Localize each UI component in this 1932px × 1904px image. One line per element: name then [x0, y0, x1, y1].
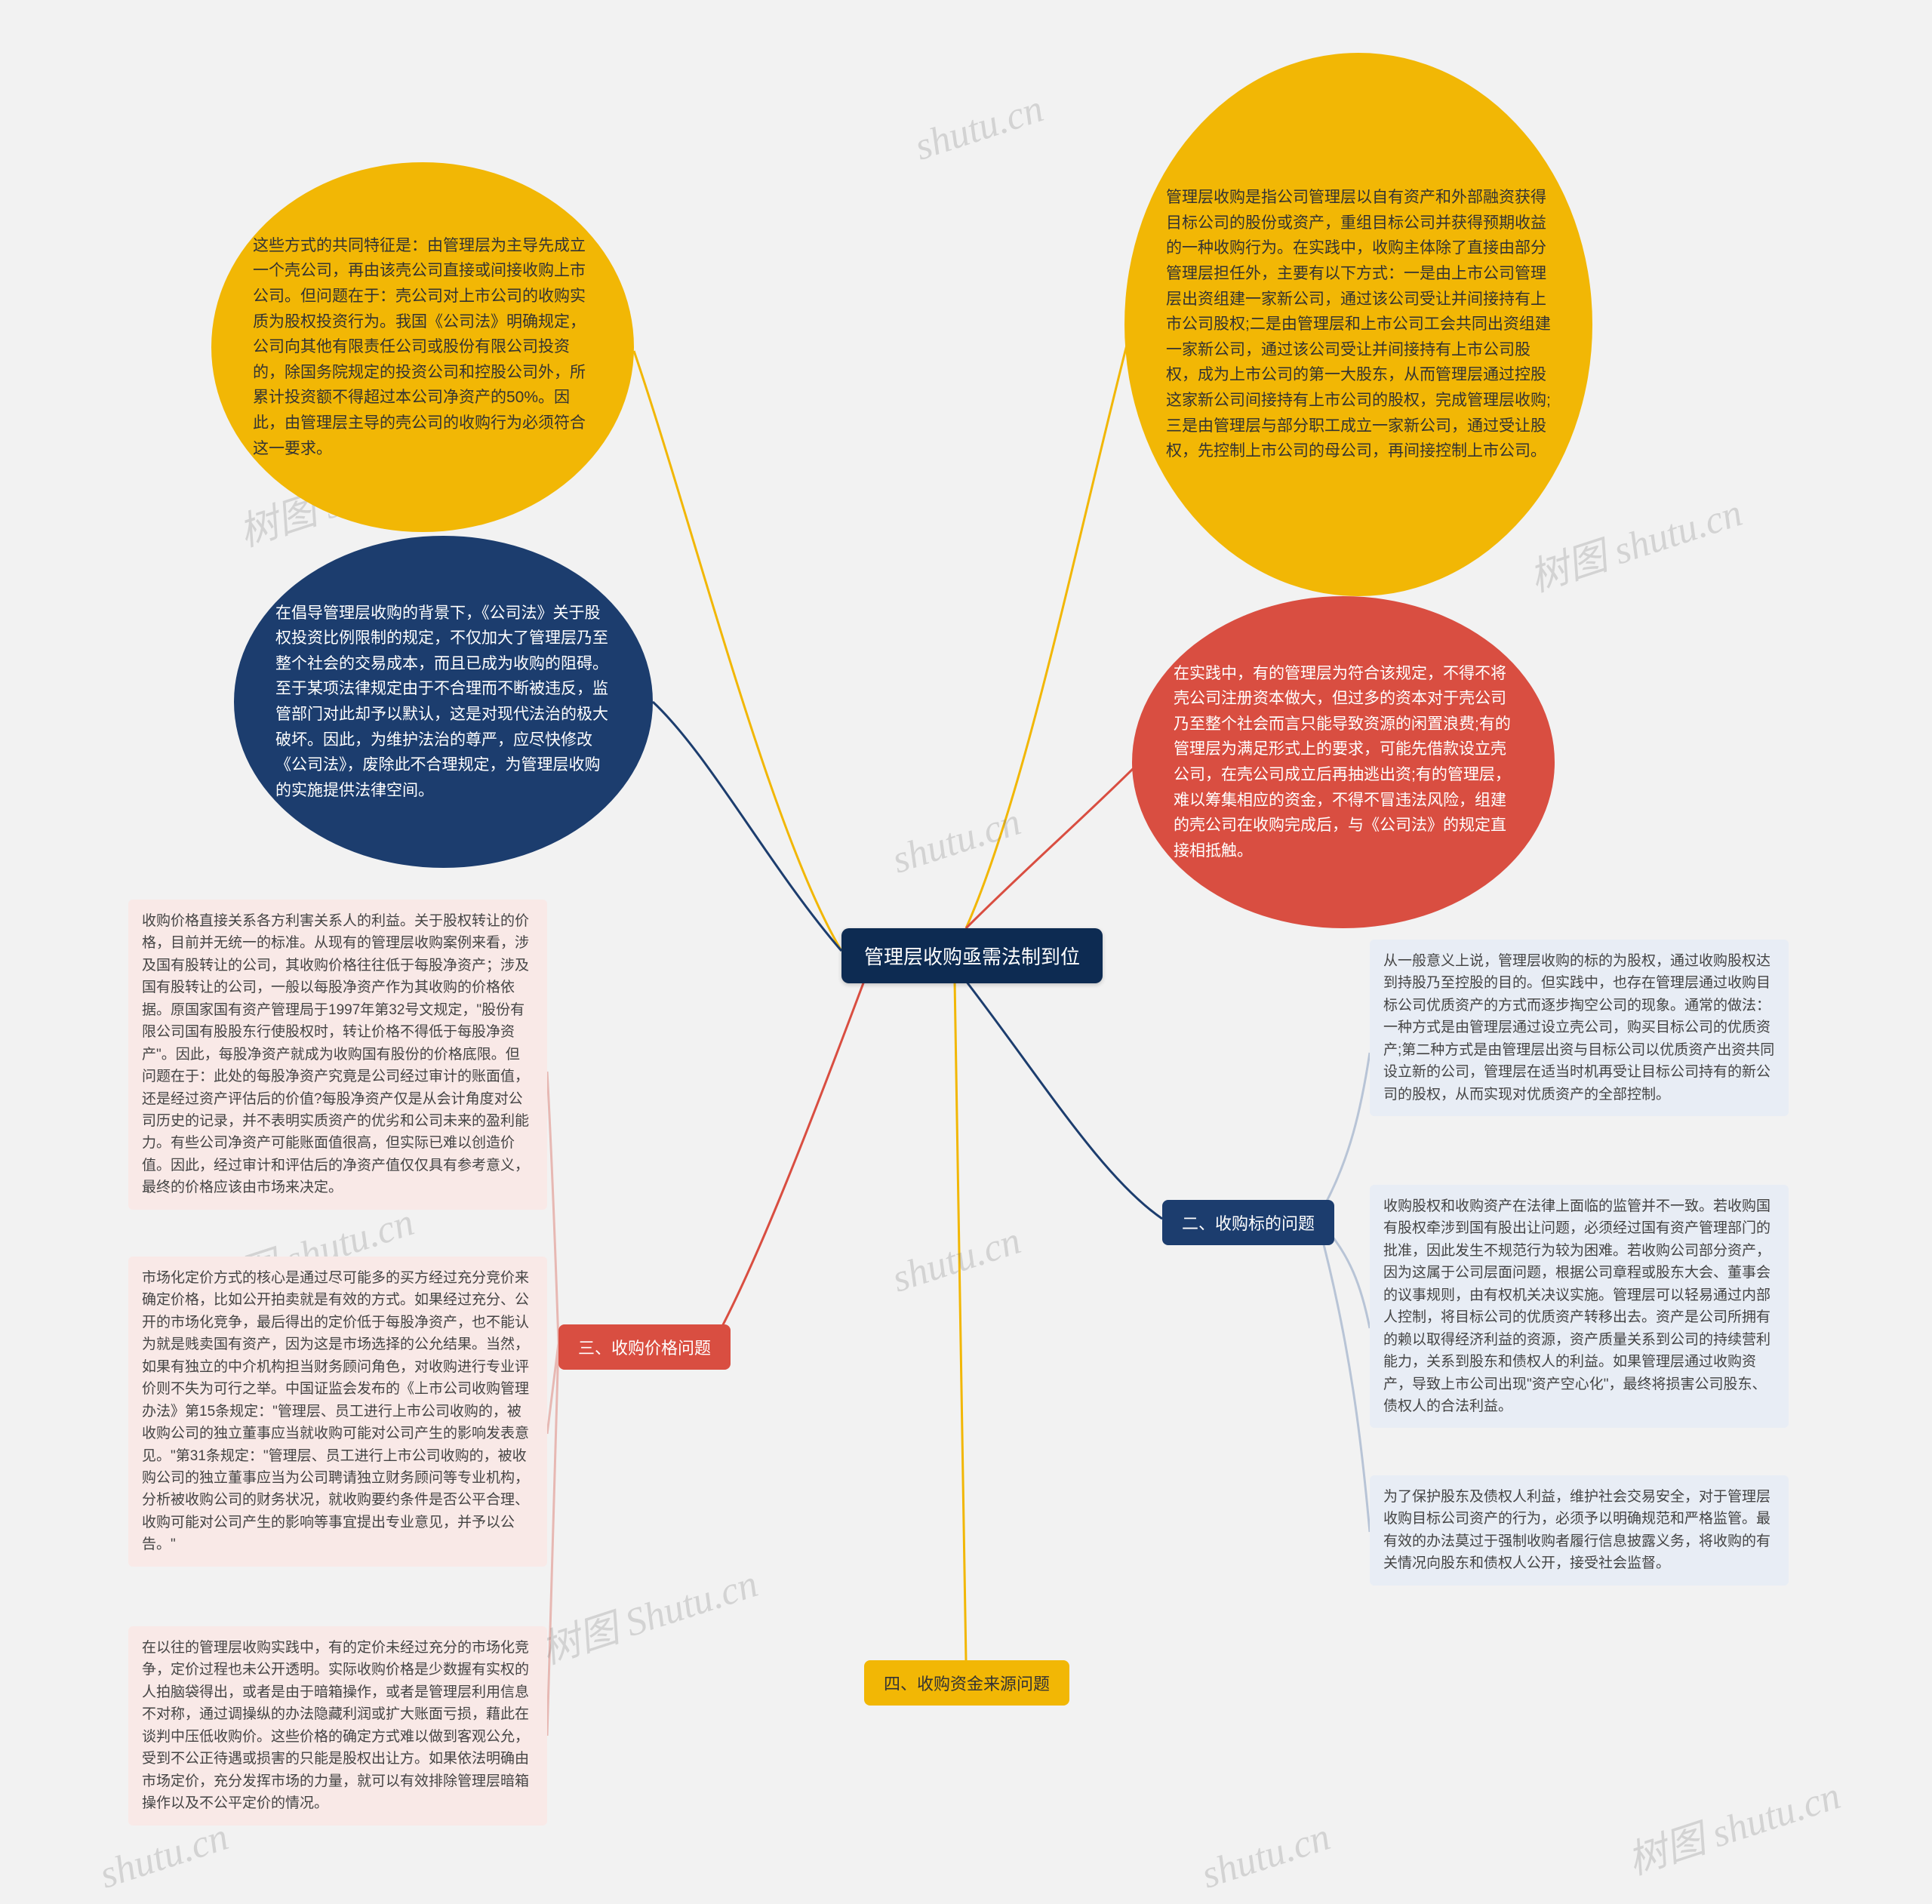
watermark: shutu.cn [909, 86, 1048, 169]
blob-right-red-text: 在实践中，有的管理层为符合该规定，不得不将壳公司注册资本做大，但过多的资本对于壳… [1174, 661, 1513, 864]
branch-2-label: 二、收购标的问题 [1162, 1200, 1334, 1245]
center-node: 管理层收购亟需法制到位 [841, 928, 1103, 983]
blob-top-left-yellow: 这些方式的共同特征是：由管理层为主导先成立一个壳公司，再由该壳公司直接或间接收购… [211, 162, 634, 532]
watermark: shutu.cn [887, 1218, 1026, 1301]
leaf-3-3: 在以往的管理层收购实践中，有的定价未经过充分的市场化竞争，定价过程也未公开透明。… [128, 1626, 547, 1826]
leaf-2-1: 从一般意义上说，管理层收购的标的为股权，通过收购股权达到持股乃至控股的目的。但实… [1370, 940, 1789, 1116]
leaf-2-3: 为了保护股东及债权人利益，维护社会交易安全，对于管理层收购目标公司资产的行为，必… [1370, 1475, 1789, 1586]
blob-top-left-blue: 在倡导管理层收购的背景下，《公司法》关于股权投资比例限制的规定，不仅加大了管理层… [234, 536, 653, 868]
watermark: 树图 shutu.cn [1620, 1764, 1847, 1885]
blob-top-right-yellow-text: 管理层收购是指公司管理层以自有资产和外部融资获得目标公司的股份或资产，重组目标公… [1166, 185, 1551, 464]
leaf-3-2: 市场化定价方式的核心是通过尽可能多的买方经过充分竞价来确定价格，比如公开拍卖就是… [128, 1257, 547, 1567]
watermark: 树图 shutu.cn [1521, 481, 1749, 602]
blob-top-right-yellow: 管理层收购是指公司管理层以自有资产和外部融资获得目标公司的股份或资产，重组目标公… [1124, 53, 1592, 596]
leaf-2-2: 收购股权和收购资产在法律上面临的监管并不一致。若收购国有股权牵涉到国有股出让问题… [1370, 1185, 1789, 1428]
blob-top-left-yellow-text: 这些方式的共同特征是：由管理层为主导先成立一个壳公司，再由该壳公司直接或间接收购… [253, 233, 592, 461]
leaf-3-1: 收购价格直接关系各方利害关系人的利益。关于股权转让的价格，目前并无统一的标准。从… [128, 900, 547, 1210]
watermark: shutu.cn [887, 799, 1026, 882]
branch-4-label: 四、收购资金来源问题 [864, 1660, 1069, 1706]
watermark: shutu.cn [1196, 1814, 1335, 1897]
branch-3-label: 三、收购价格问题 [558, 1324, 731, 1370]
watermark: 树图 Shutu.cn [533, 1552, 764, 1675]
blob-top-left-blue-text: 在倡导管理层收购的背景下，《公司法》关于股权投资比例限制的规定，不仅加大了管理层… [275, 601, 611, 804]
watermark: shutu.cn [94, 1814, 233, 1897]
blob-right-red: 在实践中，有的管理层为符合该规定，不得不将壳公司注册资本做大，但过多的资本对于壳… [1132, 596, 1555, 928]
